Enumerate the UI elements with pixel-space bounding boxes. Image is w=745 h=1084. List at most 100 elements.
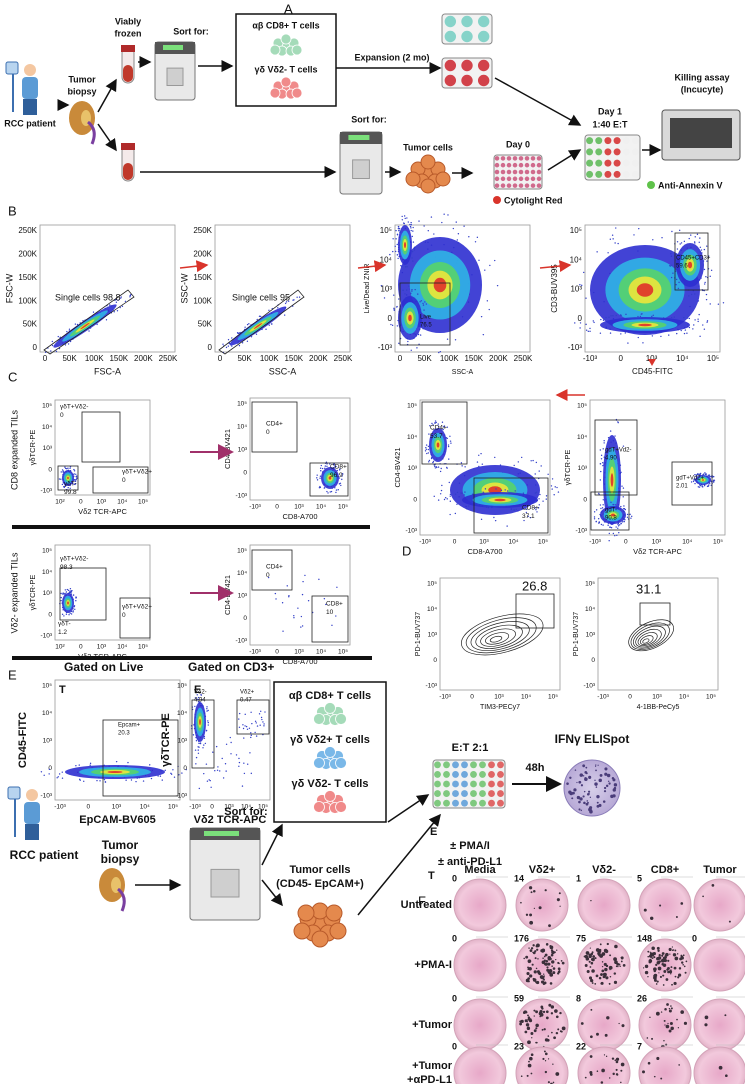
spot bbox=[603, 962, 607, 966]
spot bbox=[658, 972, 660, 974]
spot bbox=[605, 784, 609, 788]
x-tick-label: 0 bbox=[453, 539, 457, 546]
iv-pole bbox=[12, 62, 14, 112]
event bbox=[44, 351, 47, 353]
spot bbox=[608, 782, 611, 785]
corner-label: T bbox=[59, 684, 66, 696]
event bbox=[534, 473, 536, 475]
spot bbox=[537, 958, 539, 960]
plate bbox=[584, 134, 641, 181]
y-tick-label: 0 bbox=[243, 615, 247, 622]
spot bbox=[602, 975, 606, 979]
spot bbox=[544, 1060, 547, 1062]
event bbox=[75, 596, 77, 598]
event bbox=[424, 450, 427, 452]
spot bbox=[655, 963, 658, 966]
event bbox=[250, 711, 252, 714]
plate-well bbox=[530, 156, 536, 161]
plate-well bbox=[536, 176, 542, 182]
plate-well bbox=[530, 162, 536, 168]
x-tick-label: 200K bbox=[134, 354, 153, 363]
spot bbox=[649, 952, 654, 956]
y-tick-label: -10³ bbox=[40, 633, 52, 640]
plate-well bbox=[477, 15, 490, 28]
branch bbox=[261, 823, 283, 866]
spot bbox=[590, 1008, 593, 1011]
spot bbox=[589, 1035, 593, 1039]
event bbox=[60, 596, 62, 599]
arrow-head bbox=[648, 359, 656, 366]
event bbox=[437, 499, 440, 501]
x-tick-label: 150K bbox=[109, 354, 128, 363]
event bbox=[264, 711, 266, 713]
event bbox=[593, 321, 595, 324]
event bbox=[425, 447, 427, 449]
event bbox=[607, 252, 609, 254]
event bbox=[319, 477, 321, 479]
event bbox=[608, 532, 611, 535]
y-tick-label: 10³ bbox=[178, 738, 188, 745]
spot bbox=[594, 765, 597, 767]
event bbox=[617, 421, 619, 423]
label: E bbox=[430, 826, 437, 838]
event bbox=[651, 315, 653, 318]
spot bbox=[656, 961, 661, 965]
spot bbox=[544, 1070, 548, 1074]
event bbox=[60, 592, 62, 595]
spot bbox=[653, 978, 657, 982]
gate-label: γδT- bbox=[64, 481, 77, 488]
density-level bbox=[701, 479, 705, 481]
event bbox=[326, 463, 328, 465]
y-tick-label: 10⁵ bbox=[42, 683, 52, 690]
event bbox=[150, 777, 153, 780]
label: Killing assay bbox=[674, 72, 729, 82]
event bbox=[468, 505, 470, 507]
event bbox=[699, 237, 701, 239]
event bbox=[67, 589, 70, 592]
density-level bbox=[67, 601, 69, 605]
density-level bbox=[638, 323, 652, 327]
cell bbox=[335, 757, 347, 769]
event bbox=[48, 773, 50, 775]
event bbox=[230, 753, 232, 755]
event bbox=[579, 327, 581, 329]
spot bbox=[620, 1062, 625, 1067]
event bbox=[216, 769, 219, 772]
event bbox=[535, 509, 537, 511]
gate-label: gdT+Vd2- bbox=[605, 448, 632, 454]
spot bbox=[651, 957, 654, 960]
x-tick-label: 50K bbox=[62, 354, 77, 363]
gate-value: 4.94 bbox=[194, 698, 206, 704]
spot bbox=[541, 1028, 544, 1031]
spot bbox=[683, 1021, 688, 1025]
y-tick-label: -10³ bbox=[425, 683, 437, 690]
gate-label: Vδ2+ bbox=[240, 690, 255, 696]
event bbox=[535, 491, 538, 493]
y-axis-label: PD-1-BUV737 bbox=[573, 612, 580, 656]
plate-well bbox=[497, 799, 504, 807]
event bbox=[686, 317, 689, 319]
spot bbox=[550, 949, 554, 952]
tumor-cell bbox=[420, 178, 436, 194]
spot bbox=[613, 786, 617, 790]
event bbox=[404, 293, 406, 295]
plate-well bbox=[518, 156, 524, 161]
event bbox=[713, 480, 715, 483]
event bbox=[238, 757, 240, 760]
column-header: CD8+ bbox=[651, 864, 679, 876]
spot bbox=[535, 981, 537, 984]
arrow bbox=[494, 77, 582, 126]
y-tick-label: -10³ bbox=[583, 683, 595, 690]
event bbox=[617, 523, 619, 526]
x-axis-label: CD8-A700 bbox=[282, 512, 317, 521]
event bbox=[64, 467, 67, 470]
event bbox=[105, 319, 108, 321]
event bbox=[194, 705, 196, 708]
event bbox=[701, 485, 703, 487]
event bbox=[602, 464, 604, 467]
y-tick-label: -10³ bbox=[568, 343, 583, 352]
spot-count: 0 bbox=[692, 933, 697, 943]
event bbox=[270, 323, 273, 325]
event bbox=[514, 490, 516, 492]
event bbox=[300, 626, 302, 628]
